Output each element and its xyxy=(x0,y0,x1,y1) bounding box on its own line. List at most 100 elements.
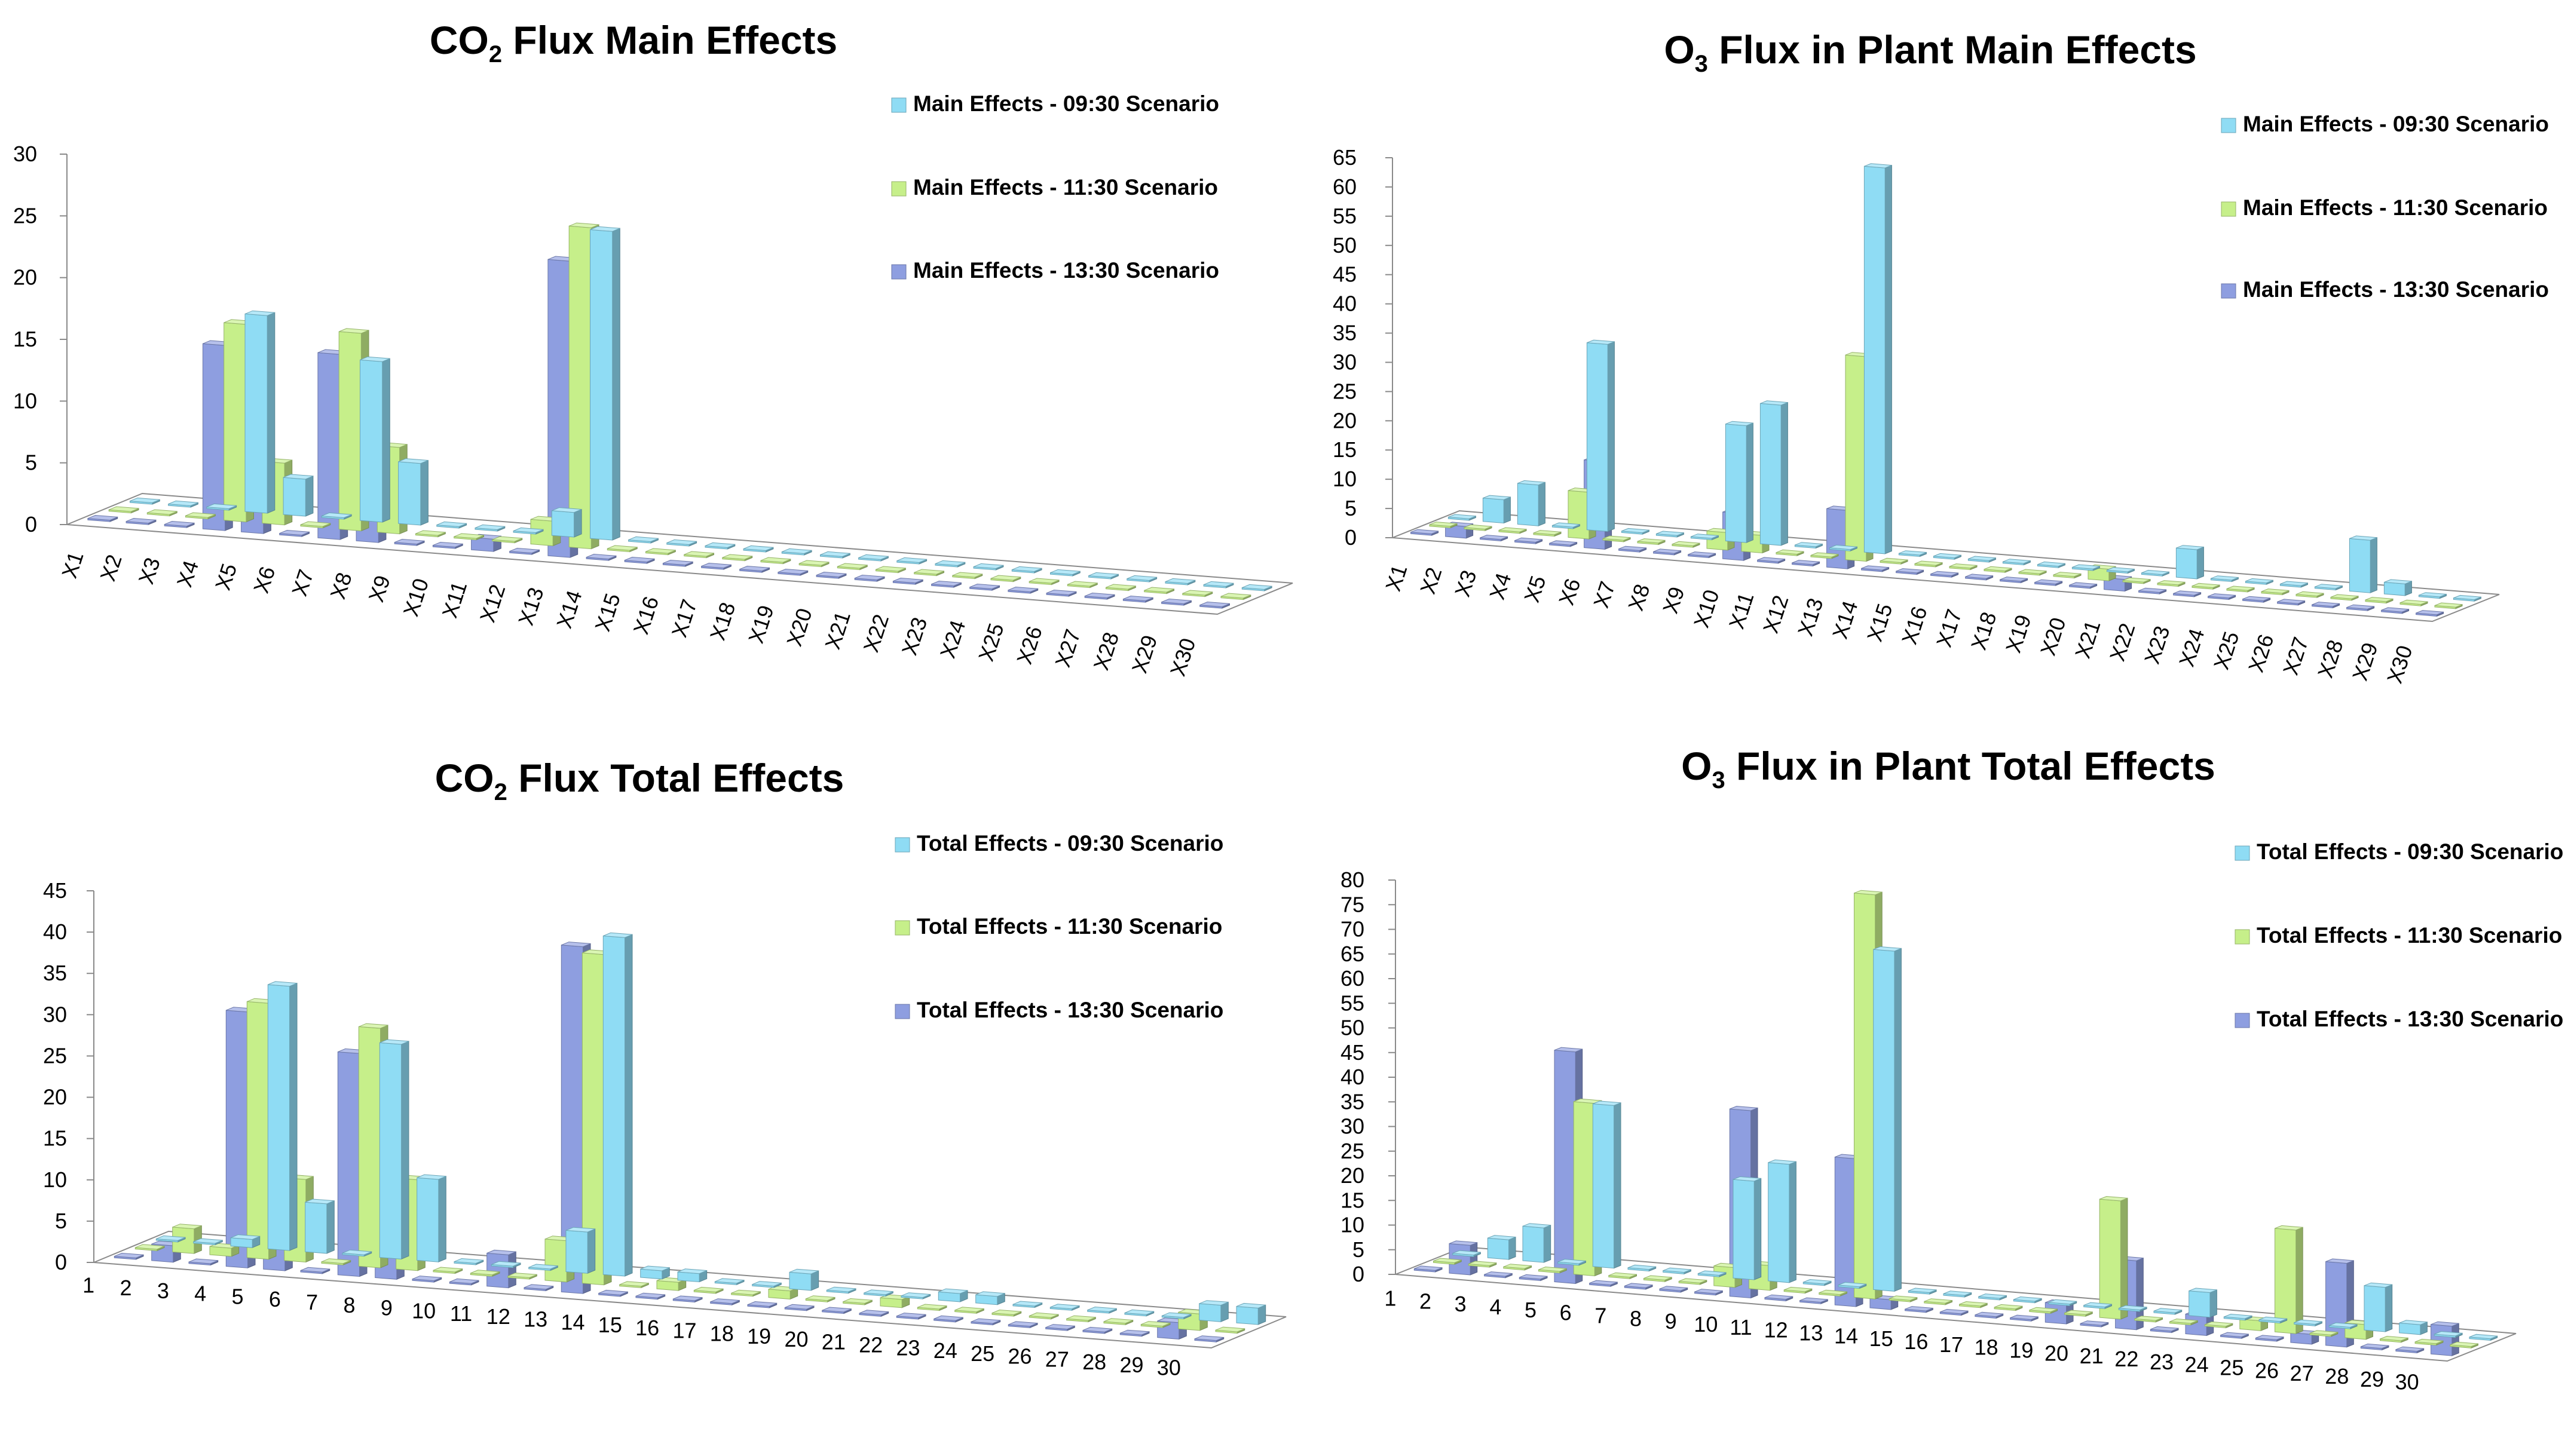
bar-s1330-X12 xyxy=(509,547,540,555)
x-tick-label: 12 xyxy=(1764,1318,1788,1342)
bar-s0930-22 xyxy=(2189,1288,2217,1318)
bar-s0930-25 xyxy=(2294,1319,2322,1327)
bar-s1130-X6 xyxy=(1602,535,1631,542)
x-tick-label: 7 xyxy=(1594,1303,1606,1328)
bar-s1130-X22 xyxy=(2157,580,2186,587)
legend-label: Main Effects - 13:30 Scenario xyxy=(913,258,1219,283)
x-tick-label: X15 xyxy=(1862,600,1897,645)
bar-s1330-3 xyxy=(188,1258,219,1266)
x-tick-label: 25 xyxy=(971,1341,994,1366)
bar-s1330-X29 xyxy=(1161,598,1192,606)
bar-s0930-1 xyxy=(1452,1250,1481,1258)
bar-s1330-X8 xyxy=(1653,548,1682,556)
bar-s0930-7 xyxy=(1663,1267,1691,1275)
legend-swatch xyxy=(895,837,910,853)
bar-s1130-15 xyxy=(1924,1298,1952,1305)
chart-panel-3: CO2 Flux Total Effects051015202530354045… xyxy=(43,756,1287,1380)
x-tick-label: 17 xyxy=(1939,1332,1963,1357)
bar-s1330-X1 xyxy=(87,514,118,522)
bar-s1330-1 xyxy=(1413,1265,1443,1273)
bar-s0930-X27 xyxy=(2349,535,2377,593)
bar-s0930-X23 xyxy=(973,563,1004,571)
legend-label: Total Effects - 09:30 Scenario xyxy=(917,831,1223,856)
bar-s0930-21 xyxy=(901,1292,931,1299)
x-tick-label: X28 xyxy=(2313,637,2348,681)
y-tick-label: 10 xyxy=(1333,467,1357,491)
x-tick-label: 9 xyxy=(381,1296,393,1320)
bar-s1330-X7 xyxy=(1618,545,1647,553)
bar-s1330-21 xyxy=(859,1310,889,1317)
bar-s0930-29 xyxy=(2434,1331,2463,1338)
bar-s0930-X21 xyxy=(2141,569,2169,577)
chart-title: CO2 Flux Main Effects xyxy=(430,18,837,68)
x-tick-label: X26 xyxy=(2243,631,2279,675)
bar-s1130-X27 xyxy=(1106,584,1136,591)
x-tick-label: 13 xyxy=(1799,1320,1823,1345)
bar-s1330-X11 xyxy=(1757,557,1786,564)
bar-s0930-X17 xyxy=(2002,559,2031,566)
y-tick-label: 20 xyxy=(1340,1163,1364,1188)
bar-s0930-X6 xyxy=(321,512,352,520)
x-tick-label: 5 xyxy=(1525,1298,1537,1322)
bar-s0930-X25 xyxy=(1050,569,1081,577)
legend-item-s1130: Main Effects - 11:30 Scenario xyxy=(2221,195,2548,220)
bar-s1330-X14 xyxy=(1861,565,1890,572)
y-tick-label: 55 xyxy=(1333,204,1357,228)
bar-s1130-28 xyxy=(2380,1335,2408,1343)
y-tick-label: 20 xyxy=(43,1085,67,1109)
x-tick-label: 2 xyxy=(1419,1289,1431,1313)
bar-s1130-23 xyxy=(954,1307,984,1314)
bar-s1330-25 xyxy=(2255,1335,2284,1342)
y-tick-label: 80 xyxy=(1340,868,1364,892)
bar-s1330-X10 xyxy=(432,541,463,549)
x-tick-label: 21 xyxy=(822,1330,846,1354)
legend-label: Main Effects - 09:30 Scenario xyxy=(2243,112,2549,136)
bar-s0930-X28 xyxy=(1165,578,1196,586)
bar-s0930-18 xyxy=(789,1268,819,1291)
bar-s1330-16 xyxy=(672,1295,703,1303)
bar-s1130-X23 xyxy=(2192,583,2220,590)
y-tick-label: 15 xyxy=(43,1126,67,1151)
bar-s0930-X30 xyxy=(2453,594,2481,602)
bar-s1330-X15 xyxy=(1896,568,1924,575)
x-tick-label: X27 xyxy=(2278,634,2313,678)
bar-s1330-7 xyxy=(1624,1283,1653,1290)
y-tick-label: 40 xyxy=(43,919,67,944)
bar-s1130-X9 xyxy=(415,530,446,538)
bar-s1130-X17 xyxy=(722,554,753,562)
bar-s0930-X5 xyxy=(1586,339,1615,532)
x-tick-label: X2 xyxy=(1415,564,1447,597)
bar-s1330-27 xyxy=(1082,1326,1113,1334)
bar-s0930-11 xyxy=(528,1264,558,1271)
bar-s0930-18 xyxy=(2048,1299,2077,1307)
bar-s1130-X16 xyxy=(1949,563,1978,571)
bar-s1130-X25 xyxy=(2261,588,2290,596)
bar-s1130-27 xyxy=(1103,1318,1134,1326)
x-tick-label: X12 xyxy=(475,581,510,626)
bar-s1130-X6 xyxy=(300,521,331,529)
y-tick-label: 30 xyxy=(1340,1114,1364,1139)
bar-s1130-X7 xyxy=(1637,538,1666,545)
bar-s1130-25 xyxy=(2275,1225,2303,1334)
y-tick-label: 20 xyxy=(13,265,37,290)
x-tick-label: 30 xyxy=(1157,1356,1181,1380)
bar-s1330-26 xyxy=(1045,1324,1075,1331)
bar-s1130-17 xyxy=(731,1289,761,1297)
bar-s0930-8 xyxy=(1697,1270,1727,1277)
bar-s1130-24 xyxy=(991,1309,1022,1317)
bar-s1130-11 xyxy=(507,1273,537,1280)
bar-s1330-X3 xyxy=(164,520,195,528)
bar-s1330-X20 xyxy=(816,571,847,579)
bar-s1330-15 xyxy=(1905,1306,1933,1313)
bar-s1330-22 xyxy=(2150,1326,2179,1334)
x-tick-label: 11 xyxy=(450,1301,472,1326)
bar-s1130-16 xyxy=(1959,1301,1988,1308)
bar-s0930-X21 xyxy=(896,557,928,565)
legend-item-s1330: Total Effects - 13:30 Scenario xyxy=(895,998,1223,1022)
bar-s1130-23 xyxy=(2204,1321,2233,1329)
x-tick-label: 14 xyxy=(561,1310,584,1334)
x-tick-label: 6 xyxy=(1560,1301,1572,1325)
bar-s1330-X29 xyxy=(2381,607,2410,614)
bar-s0930-1 xyxy=(155,1235,186,1243)
bar-s0930-X10 xyxy=(475,524,506,532)
